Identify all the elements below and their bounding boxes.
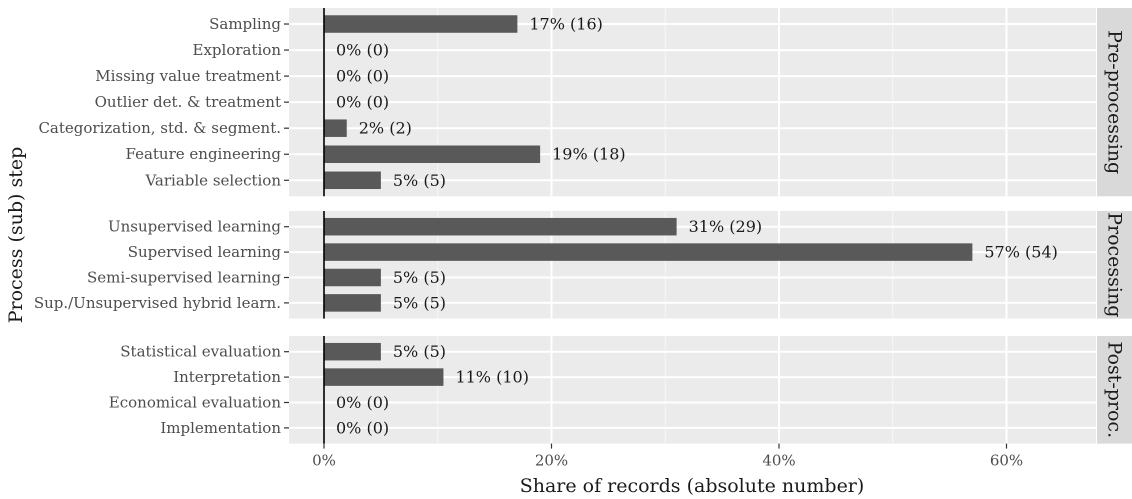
y-axis-title: Process (sub) step bbox=[5, 147, 27, 324]
bar-value-label: 0% (0) bbox=[336, 93, 389, 112]
category-label: Semi-supervised learning bbox=[87, 269, 281, 287]
bar bbox=[324, 15, 518, 33]
category-label: Sup./Unsupervised hybrid learn. bbox=[34, 294, 281, 312]
facet-strip bbox=[1097, 336, 1132, 444]
facet-strip bbox=[1097, 8, 1132, 197]
panel-background bbox=[289, 336, 1096, 444]
bar-value-label: 0% (0) bbox=[336, 41, 389, 60]
facet-strip-label: Pre-processing bbox=[1104, 30, 1126, 174]
bar-value-label: 11% (10) bbox=[455, 368, 529, 387]
bar bbox=[324, 217, 677, 236]
facet-strip-label: Post-proc. bbox=[1104, 341, 1126, 438]
facet-strip bbox=[1097, 211, 1132, 319]
category-label: Exploration bbox=[193, 41, 282, 59]
category-label: Categorization, std. & segment. bbox=[38, 119, 281, 137]
bar bbox=[324, 145, 541, 163]
bar bbox=[324, 342, 381, 361]
bar bbox=[324, 243, 973, 261]
bar-value-label: 5% (5) bbox=[393, 171, 446, 190]
category-label: Supervised learning bbox=[128, 243, 282, 261]
category-label: Outlier det. & treatment bbox=[95, 93, 281, 111]
category-label: Interpretation bbox=[173, 368, 281, 386]
bar-value-label: 0% (0) bbox=[336, 393, 389, 412]
category-label: Implementation bbox=[160, 419, 281, 437]
bar-value-label: 17% (16) bbox=[529, 15, 603, 34]
category-label: Unsupervised learning bbox=[108, 218, 281, 236]
category-label: Statistical evaluation bbox=[120, 343, 281, 361]
x-tick-label: 0% bbox=[312, 452, 336, 470]
category-label: Feature engineering bbox=[126, 145, 282, 163]
bar bbox=[324, 119, 347, 137]
bar-value-label: 5% (5) bbox=[393, 342, 446, 361]
category-label: Missing value treatment bbox=[95, 67, 281, 85]
bar-value-label: 5% (5) bbox=[393, 293, 446, 312]
facet-panel-processing: 31% (29) Unsupervised learning 57% (54) Sup… bbox=[34, 211, 1132, 319]
bar bbox=[324, 368, 444, 386]
facet-panel-post-proc: 5% (5) Statistical evaluation 11% (10) Inte… bbox=[109, 336, 1132, 444]
bar-value-label: 19% (18) bbox=[552, 145, 626, 164]
category-label: Sampling bbox=[209, 15, 281, 33]
bar-value-label: 0% (0) bbox=[336, 418, 389, 437]
bar bbox=[324, 268, 381, 287]
x-axis-title: Share of records (absolute number) bbox=[520, 475, 865, 497]
bar-value-label: 31% (29) bbox=[689, 217, 763, 236]
chart-panels: 17% (16) Sampling 0% (0) Exploration 0% (0) M… bbox=[34, 8, 1132, 444]
bar-value-label: 5% (5) bbox=[393, 268, 446, 287]
x-tick-label: 20% bbox=[535, 452, 568, 470]
bar-value-label: 57% (54) bbox=[984, 243, 1058, 262]
x-tick-label: 60% bbox=[990, 452, 1023, 470]
category-label: Economical evaluation bbox=[109, 394, 282, 412]
facet-panel-pre-processing: 17% (16) Sampling 0% (0) Exploration 0% (0) M… bbox=[38, 8, 1132, 197]
category-label: Variable selection bbox=[144, 171, 281, 189]
x-axis: 0% 20% 40% 60% bbox=[312, 443, 1023, 470]
bar bbox=[324, 294, 381, 312]
bar-value-label: 0% (0) bbox=[336, 67, 389, 86]
facet-strip-label: Processing bbox=[1104, 212, 1126, 317]
bar-value-label: 2% (2) bbox=[359, 119, 412, 138]
bar bbox=[324, 171, 381, 190]
x-tick-label: 40% bbox=[762, 452, 795, 470]
